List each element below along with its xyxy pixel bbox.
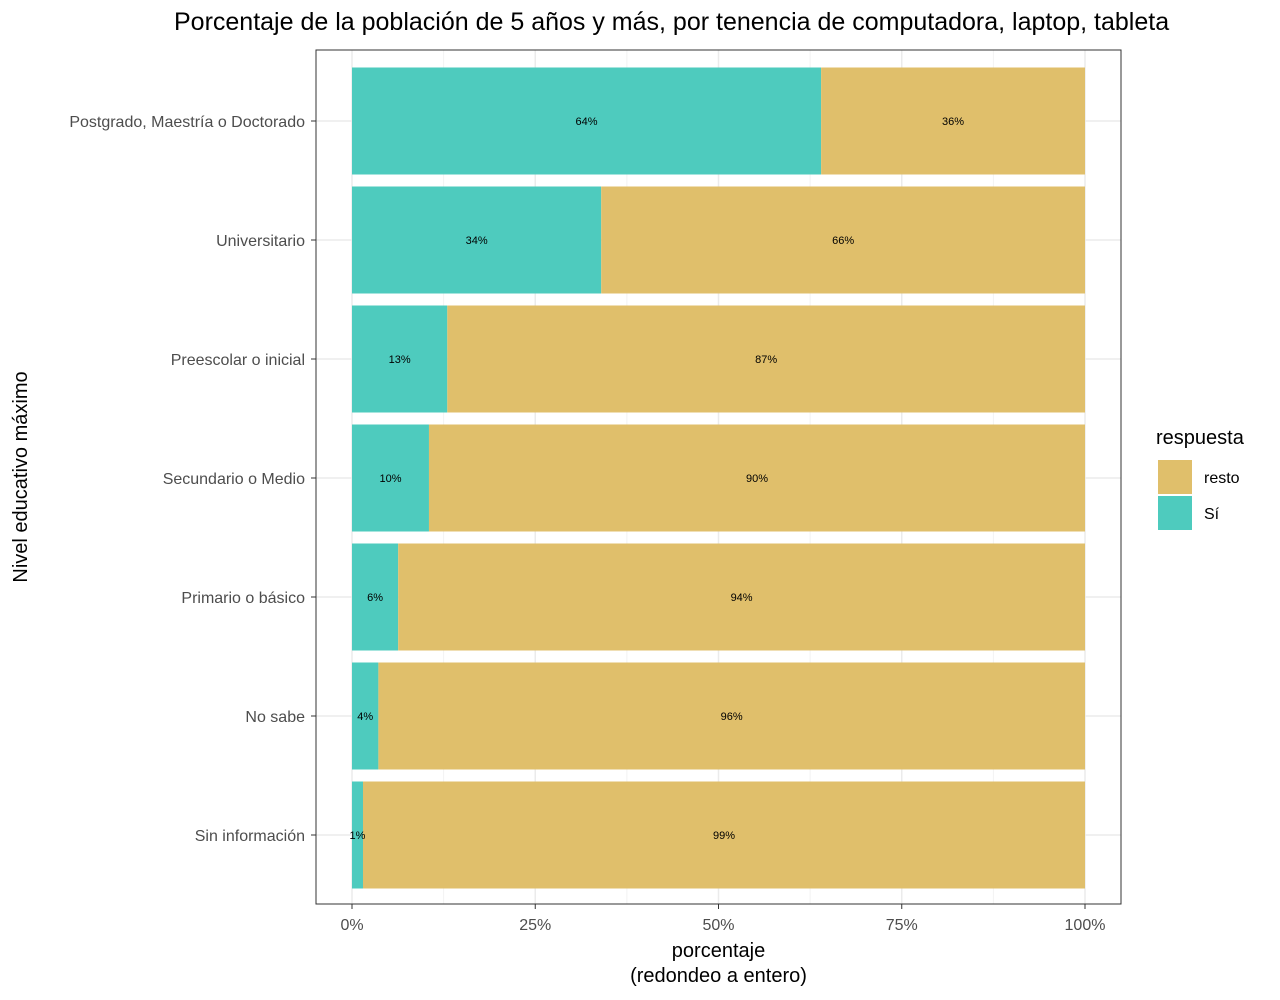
x-tick-label: 75% [886, 917, 918, 934]
y-tick-label: Primario o básico [181, 590, 305, 607]
bar-segment [378, 662, 1085, 770]
bar-segment [601, 186, 1085, 294]
bar-value-label: 34% [466, 235, 488, 247]
y-tick-label: Preescolar o inicial [171, 352, 305, 369]
y-tick-label: Sin información [195, 828, 305, 845]
y-tick-label: Universitario [216, 233, 305, 250]
bar-value-label: 66% [832, 235, 854, 247]
chart-title: Porcentaje de la población de 5 años y m… [174, 8, 1169, 36]
bar-value-label: 1% [350, 830, 366, 842]
bar-segment [428, 424, 1086, 532]
x-tick-label: 50% [702, 917, 734, 934]
bar-value-label: 96% [721, 711, 743, 723]
legend: respuesta resto Sí [1156, 427, 1245, 530]
bar-value-label: 87% [755, 354, 777, 366]
bar-value-label: 90% [746, 473, 768, 485]
plot-panel: 64% 36% 34% 66% 13% 87% 10% 90% 6% 94% 4% 96% 1% 99% [315, 49, 1122, 905]
bar-segment [352, 305, 448, 413]
legend-key [1158, 496, 1192, 530]
x-tick-label: 25% [519, 917, 551, 934]
y-tick-label: Secundario o Medio [163, 471, 305, 488]
y-tick-label: No sabe [245, 709, 305, 726]
y-tick-label: Postgrado, Maestría o Doctorado [69, 114, 305, 131]
x-axis: 0% 25% 50% 75% 100% [340, 904, 1105, 934]
legend-items: resto Sí [1158, 460, 1240, 530]
bar-segment [352, 186, 602, 294]
bar-value-label: 99% [713, 830, 735, 842]
bar-value-label: 6% [367, 592, 383, 604]
bar-value-label: 10% [379, 473, 401, 485]
bar-segment [352, 424, 429, 532]
bar-value-label: 4% [357, 711, 373, 723]
bar-segment [447, 305, 1085, 413]
legend-title: respuesta [1156, 427, 1245, 449]
bar-value-label: 94% [731, 592, 753, 604]
legend-label: resto [1204, 470, 1240, 487]
bar-value-label: 13% [389, 354, 411, 366]
bar-value-label: 36% [942, 116, 964, 128]
legend-key [1158, 460, 1192, 494]
bar-segment [362, 781, 1085, 889]
bars [352, 67, 1086, 889]
y-axis-title: Nivel educativo máximo [10, 371, 32, 582]
y-axis: Postgrado, Maestría o Doctorado Universit… [69, 114, 316, 845]
bar-segment [398, 543, 1086, 651]
x-tick-label: 100% [1065, 917, 1106, 934]
x-tick-label: 0% [340, 917, 363, 934]
bar-segment [352, 662, 379, 770]
bar-segment [352, 67, 822, 175]
legend-label: Sí [1204, 506, 1220, 523]
bar-labels: 64% 36% 34% 66% 13% 87% 10% 90% 6% 94% 4% 96% 1% 99% [350, 116, 965, 842]
bar-segment [821, 67, 1085, 175]
bar-segment [352, 781, 363, 889]
bar-segment [352, 543, 399, 651]
bar-value-label: 64% [576, 116, 598, 128]
x-axis-title: porcentaje [672, 940, 765, 962]
x-axis-subtitle: (redondeo a entero) [630, 965, 807, 987]
